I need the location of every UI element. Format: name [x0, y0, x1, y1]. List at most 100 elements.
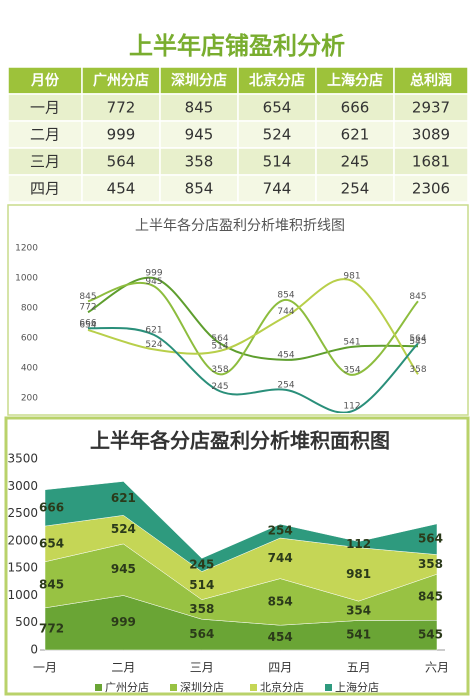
y-tick-label: 0 [30, 643, 38, 657]
y-tick-label: 3000 [7, 479, 38, 493]
cell-text: 1681 [412, 153, 450, 171]
cell-text: 358 [185, 153, 214, 171]
data-label: 854 [277, 290, 294, 300]
legend-swatch [95, 684, 102, 691]
x-tick-label: 四月 [268, 661, 292, 675]
cell-text: 845 [185, 99, 214, 117]
data-label: 254 [268, 524, 293, 538]
table-cell [393, 147, 469, 176]
header-text: 广州分店 [93, 72, 149, 89]
header-text: 总利润 [410, 72, 452, 89]
series-line [87, 276, 419, 361]
data-label: 524 [111, 522, 136, 536]
y-tick-label: 1200 [15, 244, 38, 254]
data-label: 666 [39, 500, 64, 514]
table-cell [237, 147, 317, 176]
data-label: 245 [189, 557, 214, 571]
area [44, 481, 438, 572]
cell-text: 245 [341, 153, 370, 171]
y-tick-label: 400 [21, 364, 38, 374]
data-label: 358 [189, 602, 214, 616]
data-label: 541 [343, 337, 360, 347]
legend-label: 上海分店 [335, 680, 379, 694]
cell-text: 744 [263, 180, 292, 198]
header-cell [393, 66, 469, 95]
data-label: 999 [145, 269, 162, 279]
y-tick-label: 500 [15, 615, 38, 629]
data-label: 354 [346, 603, 371, 617]
cell-text: 3089 [412, 126, 450, 144]
page-title: 上半年店铺盈利分析 [129, 32, 345, 60]
legend-swatch [250, 684, 257, 691]
data-label: 545 [409, 337, 426, 347]
data-label: 541 [346, 628, 371, 642]
data-label: 666 [79, 319, 96, 329]
data-label: 112 [346, 537, 371, 551]
data-label: 358 [418, 557, 443, 571]
x-tick-label: 六月 [425, 661, 449, 675]
x-tick-label: 一月 [33, 661, 57, 675]
table-cell [393, 174, 469, 203]
data-label: 854 [268, 594, 293, 608]
legend-label: 广州分店 [105, 680, 149, 694]
data-label: 254 [277, 380, 294, 390]
line-chart-title: 上半年各分店盈利分析堆积折线图 [135, 218, 345, 234]
cell-text: 四月 [30, 180, 60, 198]
table-cell [81, 120, 161, 149]
y-tick-label: 2500 [7, 506, 38, 520]
x-tick-label: 二月 [111, 661, 135, 675]
cell-text: 514 [263, 153, 292, 171]
cell-text: 772 [107, 99, 136, 117]
data-label: 112 [343, 402, 360, 412]
data-label: 564 [418, 532, 443, 546]
header-text: 深圳分店 [171, 72, 227, 89]
header-text: 月份 [30, 72, 60, 89]
data-label: 845 [79, 292, 96, 302]
table-cell [159, 120, 239, 149]
data-label: 454 [268, 630, 293, 644]
series-line [87, 326, 419, 413]
cell-text: 524 [263, 126, 292, 144]
cell-text: 564 [107, 153, 136, 171]
table-cell [315, 93, 395, 122]
data-label: 654 [79, 320, 96, 330]
cell-text: 2937 [412, 99, 450, 117]
cell-text: 854 [185, 180, 214, 198]
y-tick-label: 1000 [7, 588, 38, 602]
cell-text: 二月 [30, 126, 60, 144]
x-tick-label: 三月 [190, 661, 214, 675]
cell-text: 621 [341, 126, 370, 144]
data-label: 564 [409, 334, 426, 344]
table-cell [7, 93, 83, 122]
table-cell [7, 174, 83, 203]
cell-text: 一月 [30, 99, 60, 117]
legend-swatch [325, 684, 332, 691]
data-label: 564 [189, 627, 214, 641]
data-label: 772 [39, 621, 64, 635]
data-label: 358 [211, 365, 228, 375]
table-cell [393, 93, 469, 122]
data-label: 564 [211, 334, 228, 344]
area-chart-title: 上半年各分店盈利分析堆积面积图 [90, 429, 390, 453]
cell-text: 654 [263, 99, 292, 117]
y-tick-label: 1500 [7, 561, 38, 575]
table-cell [7, 120, 83, 149]
y-tick-label: 2000 [7, 533, 38, 547]
cell-text: 945 [185, 126, 214, 144]
data-label: 358 [409, 365, 426, 375]
table-cell [159, 93, 239, 122]
data-label: 621 [145, 325, 162, 335]
cell-text: 454 [107, 180, 136, 198]
legend-label: 北京分店 [260, 680, 304, 694]
y-tick-label: 3500 [7, 452, 38, 466]
cell-text: 999 [107, 126, 136, 144]
data-label: 514 [189, 578, 214, 592]
data-label: 245 [211, 382, 228, 392]
data-label: 999 [111, 615, 136, 629]
data-label: 945 [111, 562, 136, 576]
data-label: 514 [211, 341, 228, 351]
y-tick-label: 200 [21, 394, 38, 404]
data-label: 981 [346, 567, 371, 581]
data-label: 845 [418, 590, 443, 604]
series-line [87, 278, 419, 375]
